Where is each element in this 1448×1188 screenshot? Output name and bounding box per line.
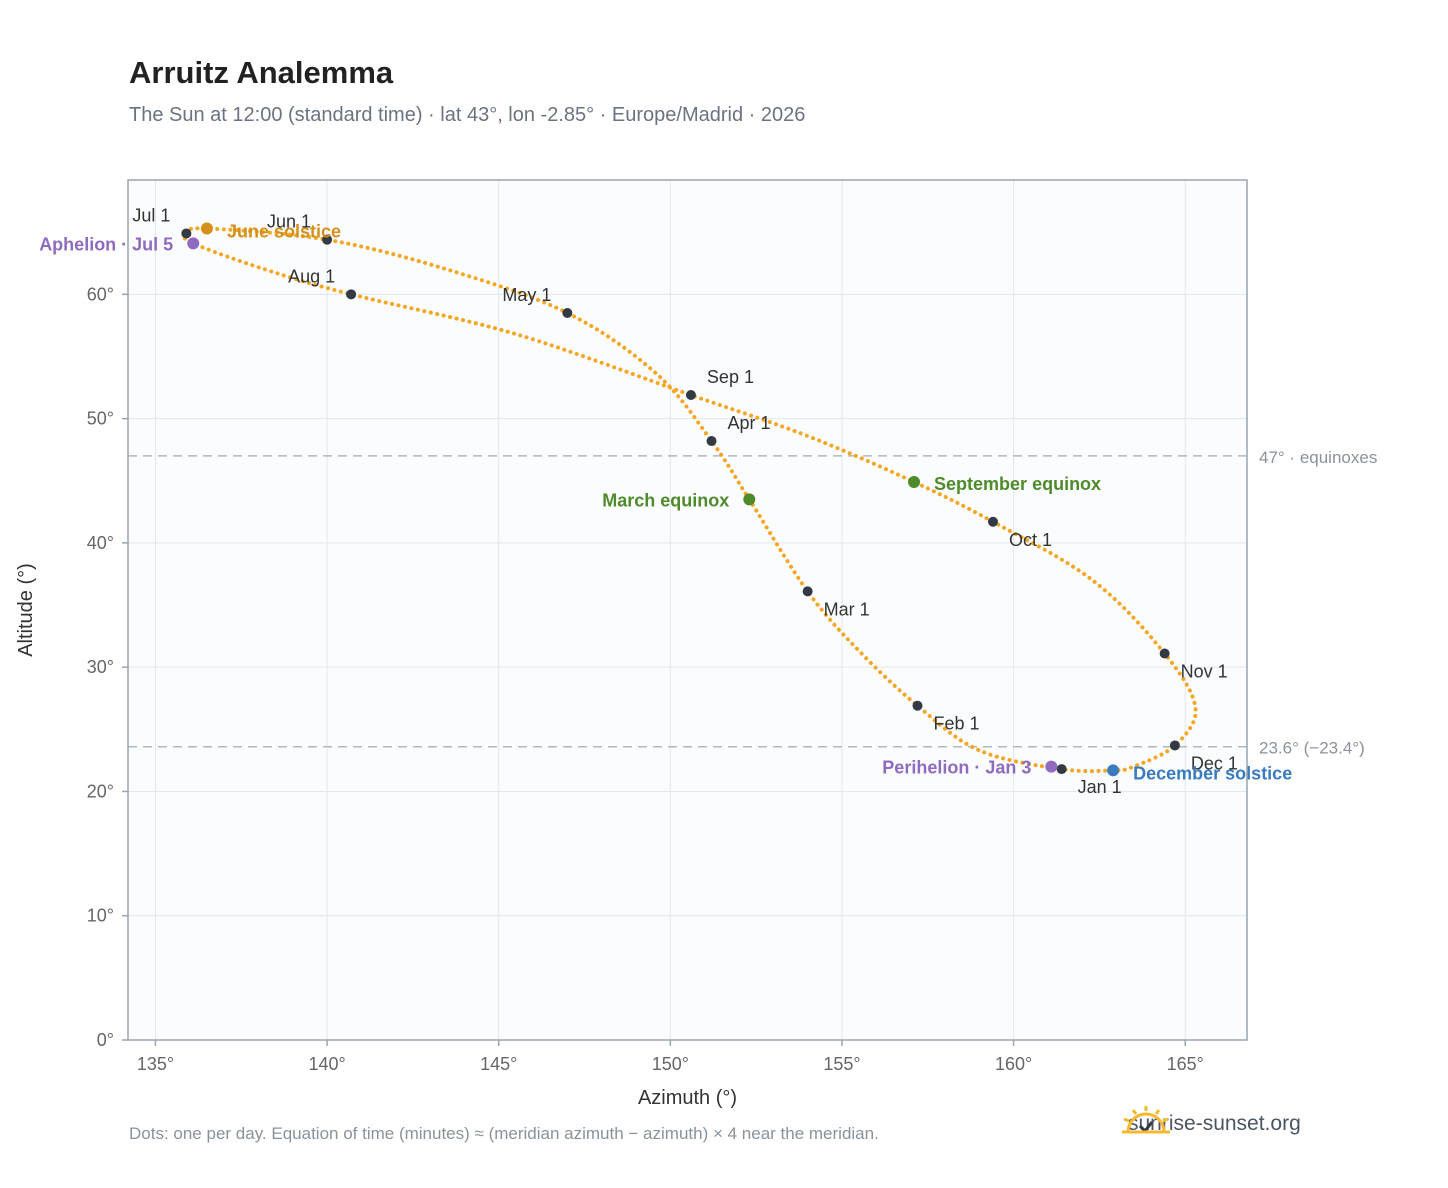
month-marker	[1056, 764, 1067, 775]
event-marker	[187, 237, 200, 250]
event-label: June solstice	[227, 221, 341, 241]
x-tick-label: 160°	[995, 1054, 1032, 1074]
x-tick-label: 150°	[652, 1054, 689, 1074]
x-tick-label: 155°	[823, 1054, 860, 1074]
month-label: May 1	[502, 285, 551, 305]
month-label: Jul 1	[132, 205, 170, 225]
brand-logo: sunrise-sunset.org	[1120, 1104, 1301, 1144]
month-label: Aug 1	[288, 266, 335, 286]
x-axis-title: Azimuth (°)	[638, 1087, 737, 1109]
month-label: Feb 1	[933, 714, 979, 734]
chart-title: Arruitz Analemma	[129, 55, 394, 90]
month-marker	[346, 289, 357, 300]
chart-footnote: Dots: one per day. Equation of time (min…	[129, 1124, 879, 1143]
event-label: December solstice	[1133, 763, 1292, 783]
event-label: Perihelion · Jan 3	[882, 758, 1031, 778]
month-marker	[1159, 648, 1170, 659]
event-marker	[743, 493, 756, 506]
month-label: Sep 1	[707, 367, 754, 387]
month-label: Mar 1	[824, 599, 870, 619]
month-marker	[802, 586, 813, 597]
month-label: Oct 1	[1009, 530, 1052, 550]
x-tick-label: 135°	[137, 1054, 174, 1074]
chart-subtitle: The Sun at 12:00 (standard time) · lat 4…	[129, 104, 806, 126]
month-label: Apr 1	[728, 413, 771, 433]
analemma-curve	[182, 226, 1198, 774]
month-marker	[1169, 740, 1180, 751]
reference-line-label: 47° · equinoxes	[1259, 448, 1377, 467]
sun-logo-icon	[1122, 1106, 1170, 1134]
reference-line-label: 23.6° (−23.4°)	[1259, 739, 1365, 758]
y-tick-label: 30°	[87, 657, 114, 677]
event-marker	[1045, 760, 1058, 773]
y-tick-label: 10°	[87, 906, 114, 926]
month-marker	[322, 234, 333, 245]
x-tick-label: 140°	[308, 1054, 345, 1074]
month-label: Nov 1	[1181, 661, 1228, 681]
plot-frame	[127, 179, 1248, 1041]
event-marker	[908, 475, 921, 488]
x-tick-label: 145°	[480, 1054, 517, 1074]
month-label: Jun 1	[267, 212, 311, 232]
y-tick-label: 50°	[87, 409, 114, 429]
event-label: Aphelion · Jul 5	[39, 234, 173, 254]
event-marker	[1107, 764, 1120, 777]
month-marker	[181, 228, 192, 239]
x-tick-label: 165°	[1167, 1054, 1204, 1074]
month-label: Dec 1	[1191, 753, 1238, 773]
y-tick-label: 0°	[97, 1030, 114, 1050]
month-marker	[685, 390, 696, 400]
brand-text: sunrise-sunset.org	[1128, 1112, 1301, 1135]
month-marker	[562, 307, 573, 318]
month-marker	[706, 435, 717, 446]
month-marker	[912, 700, 923, 711]
month-marker	[987, 516, 998, 527]
y-tick-label: 40°	[87, 533, 114, 553]
y-tick-label: 20°	[87, 781, 114, 801]
event-marker	[200, 222, 213, 235]
y-axis-title: Altitude (°)	[15, 563, 37, 657]
y-tick-label: 60°	[87, 284, 114, 304]
month-label: Jan 1	[1078, 777, 1122, 797]
event-label: March equinox	[602, 490, 729, 510]
event-label: September equinox	[934, 474, 1101, 494]
plot-area	[128, 180, 1247, 1040]
